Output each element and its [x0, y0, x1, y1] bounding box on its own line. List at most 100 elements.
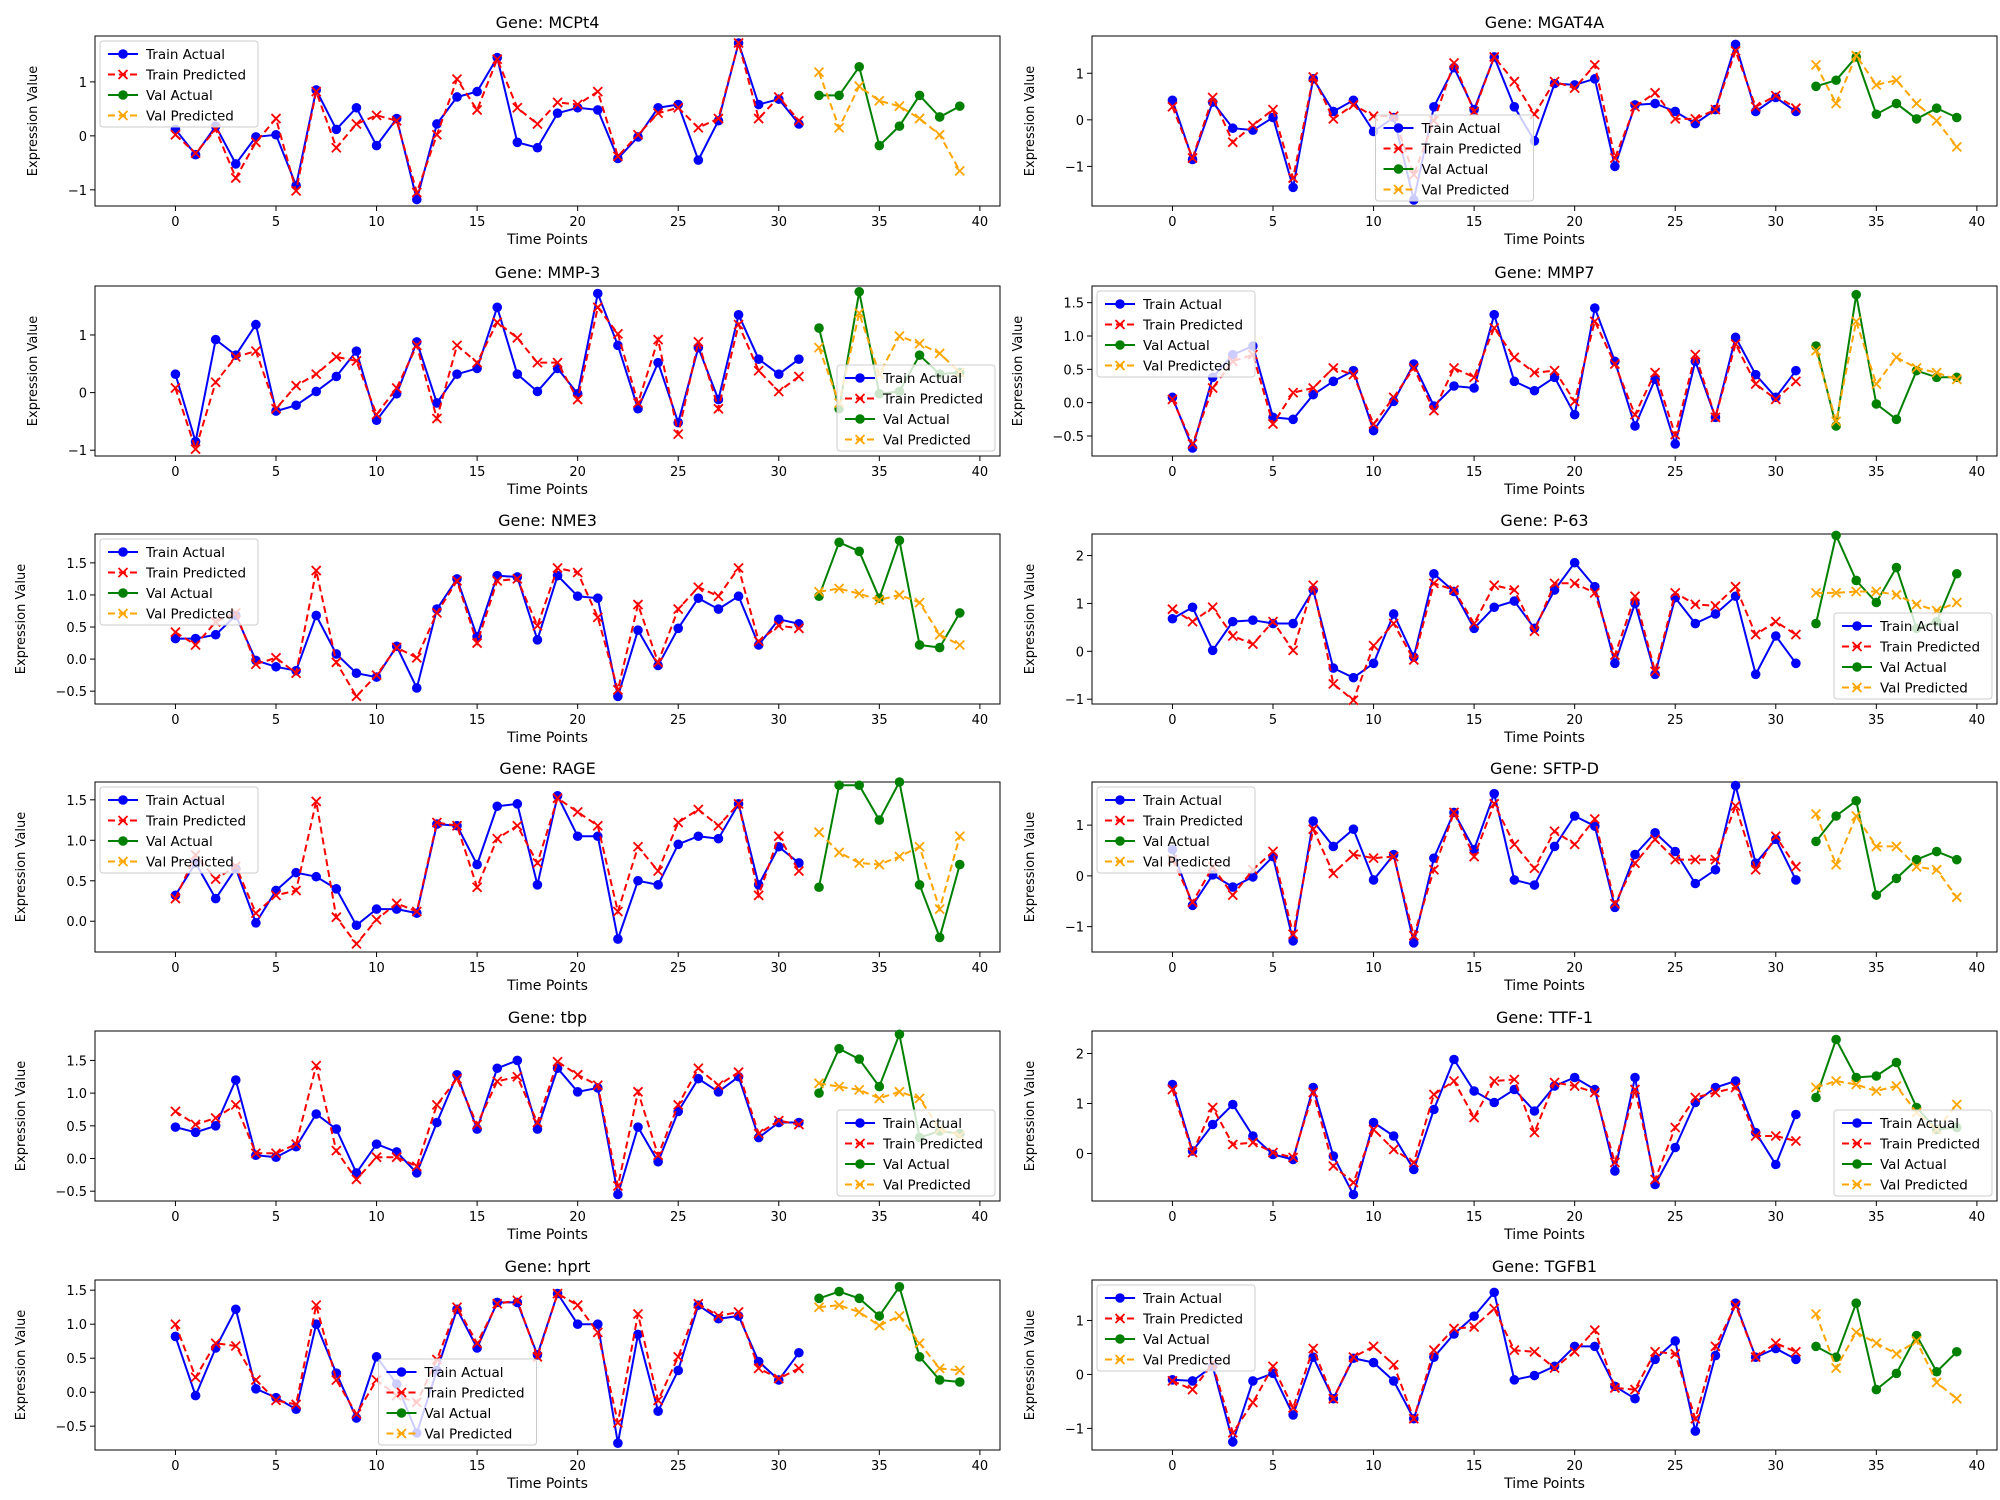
train-predicted-point — [1489, 51, 1500, 63]
legend-label: Train Actual — [882, 1116, 962, 1132]
train-predicted-point — [391, 1152, 402, 1163]
train-predicted-point — [1529, 1127, 1540, 1138]
val-actual-point — [1911, 1330, 1922, 1341]
train-actual-point — [1730, 1076, 1741, 1086]
val-predicted-point — [813, 342, 825, 353]
train-actual-point — [532, 142, 543, 153]
legend-marker — [117, 608, 129, 619]
val-predicted-point — [954, 165, 965, 177]
train-actual-point — [1408, 938, 1419, 948]
val-predicted-point — [1891, 1348, 1902, 1360]
x-tick-label: 30 — [771, 961, 788, 976]
x-tick-label: 15 — [469, 1459, 486, 1474]
x-tick-label: 0 — [171, 1459, 179, 1474]
val-predicted-point — [1871, 79, 1882, 91]
train-predicted-point — [1589, 59, 1600, 71]
train-actual-point — [1610, 1381, 1620, 1392]
train-actual-point — [1388, 1131, 1399, 1141]
x-axis-label: Time Points — [506, 1476, 588, 1492]
val-actual-point — [1951, 854, 1962, 865]
train-predicted-point — [1710, 854, 1721, 865]
train-predicted-point — [1448, 1323, 1460, 1334]
train-actual-point — [1509, 1375, 1520, 1385]
train-predicted-point — [1529, 863, 1540, 874]
train-actual-point — [773, 1117, 784, 1128]
train-actual-point — [552, 570, 563, 581]
val-predicted-point — [1851, 810, 1862, 822]
legend-marker — [1114, 360, 1126, 371]
val-actual-point — [1831, 530, 1841, 541]
subplot-title: Gene: TGFB1 — [1492, 1257, 1597, 1276]
train-predicted-point — [612, 328, 624, 339]
val-predicted-point — [854, 588, 865, 599]
train-predicted-point — [311, 86, 322, 97]
y-tick-label: −1 — [1065, 693, 1084, 708]
train-actual-point — [271, 1392, 281, 1403]
legend-marker — [1851, 682, 1863, 693]
legend-label: Val Predicted — [1880, 1178, 1968, 1194]
legend-label: Val Actual — [146, 834, 213, 850]
y-tick-label: 2 — [1076, 550, 1084, 565]
train-actual-point — [572, 1319, 583, 1329]
val-predicted-point — [914, 841, 925, 852]
train-predicted-point — [1730, 800, 1741, 811]
train-predicted-point — [331, 1145, 342, 1156]
val-predicted-point — [1830, 1075, 1842, 1087]
legend-label: Val Actual — [1143, 834, 1210, 850]
legend-label: Train Predicted — [145, 566, 246, 582]
val-predicted-point — [1931, 367, 1942, 378]
x-axis-label: Time Points — [506, 730, 588, 746]
train-actual-point — [1227, 1437, 1238, 1447]
x-tick-label: 25 — [670, 1459, 687, 1474]
legend-marker — [1114, 815, 1126, 826]
train-actual-point — [251, 1384, 261, 1394]
x-tick-label: 10 — [1365, 713, 1382, 728]
train-actual-point — [210, 334, 221, 345]
val-actual-point — [1871, 597, 1882, 608]
x-tick-label: 0 — [1168, 215, 1176, 230]
train-actual-point — [1167, 392, 1178, 403]
train-predicted-point — [1287, 1152, 1299, 1163]
train-predicted-point — [753, 113, 764, 124]
legend-marker — [1393, 184, 1404, 195]
train-actual-point — [1670, 1142, 1681, 1153]
legend-label: Val Actual — [1143, 1332, 1210, 1348]
train-actual-point — [1791, 658, 1801, 669]
y-tick-label: 1.0 — [66, 1087, 87, 1102]
train-actual-point — [653, 880, 663, 890]
y-axis-label: Expression Value — [14, 1061, 29, 1171]
val-predicted-point — [934, 629, 945, 640]
x-tick-label: 10 — [368, 1210, 385, 1225]
train-actual-line — [1171, 785, 1797, 944]
train-actual-point — [271, 406, 281, 416]
train-actual-point — [1489, 309, 1500, 320]
val-actual-point — [834, 537, 844, 548]
y-tick-label: −0.5 — [1052, 430, 1084, 445]
legend: Train Actual Train Predicted Val Actual Val… — [1096, 786, 1256, 874]
val-actual-point — [894, 1029, 905, 1040]
x-tick-label: 25 — [670, 465, 687, 480]
legend-label: Val Predicted — [1422, 183, 1510, 199]
subplot-p-63: Gene: P-63 0 5 10 15 20 25 30 35 40 Time Points −1 0… — [1023, 511, 1998, 746]
train-predicted-point — [753, 890, 764, 901]
val-actual-point — [1811, 341, 1821, 351]
train-predicted-point — [632, 1308, 644, 1320]
train-predicted-point — [170, 382, 181, 394]
train-predicted-point — [673, 428, 684, 440]
val-actual-point — [834, 1286, 844, 1297]
train-actual-point — [613, 1189, 623, 1200]
train-actual-point — [1750, 106, 1761, 117]
train-actual-point — [1308, 389, 1319, 400]
train-predicted-point — [572, 806, 583, 818]
train-predicted-point — [270, 652, 282, 663]
train-predicted-point — [431, 129, 443, 140]
train-predicted-point — [753, 635, 764, 647]
train-predicted-point — [1690, 1092, 1701, 1103]
y-tick-label: 1 — [1076, 67, 1084, 82]
train-predicted-point — [1589, 587, 1600, 599]
legend-label: Train Predicted — [1879, 1137, 1980, 1153]
val-predicted-point — [894, 330, 905, 342]
train-predicted-point — [1267, 418, 1279, 430]
train-predicted-point — [1227, 890, 1238, 901]
